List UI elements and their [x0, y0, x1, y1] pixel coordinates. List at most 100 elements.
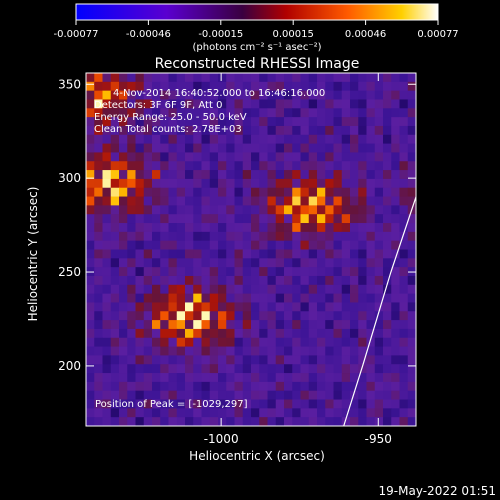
heatmap-cell	[333, 399, 343, 409]
heatmap-cell	[152, 408, 161, 418]
heatmap-cell	[160, 178, 169, 189]
heatmap-cell	[176, 178, 186, 189]
heatmap-cell	[358, 108, 367, 118]
heatmap-cell	[201, 205, 211, 215]
heatmap-cell	[168, 284, 178, 295]
heatmap-cell	[341, 170, 351, 180]
heatmap-cell	[251, 408, 260, 418]
heatmap-cell	[94, 178, 103, 189]
heatmap-cell	[135, 302, 145, 312]
heatmap-cell	[193, 302, 202, 312]
heatmap-cell	[110, 99, 120, 109]
heatmap-cell	[226, 223, 235, 233]
heatmap-cell	[317, 161, 326, 171]
heatmap-cell	[135, 125, 145, 136]
heatmap-cell	[366, 328, 376, 339]
heatmap-cell	[350, 381, 359, 392]
heatmap-cell	[152, 302, 161, 312]
heatmap-cell	[135, 328, 145, 339]
heatmap-cell	[86, 346, 95, 356]
heatmap-cell	[259, 408, 268, 418]
heatmap-cell	[193, 134, 202, 145]
heatmap-cell	[242, 187, 252, 198]
heatmap-cell	[102, 337, 112, 348]
heatmap-cell	[234, 408, 244, 418]
heatmap-cell	[284, 178, 293, 189]
heatmap-cell	[86, 161, 95, 171]
heatmap-cell	[226, 214, 235, 224]
heatmap-cell	[143, 390, 153, 401]
heatmap-cell	[110, 187, 120, 198]
heatmap-cell	[209, 170, 219, 180]
heatmap-cell	[86, 108, 95, 118]
heatmap-cell	[358, 267, 367, 277]
heatmap-cell	[333, 249, 343, 259]
heatmap-cell	[300, 275, 310, 286]
heatmap-cell	[209, 355, 219, 365]
heatmap-cell	[259, 249, 268, 259]
heatmap-cell	[391, 417, 400, 426]
heatmap-cell	[143, 355, 153, 365]
heatmap-cell	[102, 311, 112, 321]
heatmap-cell	[341, 99, 351, 109]
heatmap-cell	[242, 417, 252, 426]
heatmap-cell	[317, 302, 326, 312]
heatmap-cell	[209, 178, 219, 189]
heatmap-cell	[358, 73, 367, 83]
heatmap-cell	[325, 302, 334, 312]
heatmap-cell	[160, 381, 169, 392]
heatmap-cell	[110, 284, 120, 295]
heatmap-cell	[185, 381, 194, 392]
heatmap-cell	[234, 178, 244, 189]
heatmap-cell	[333, 408, 343, 418]
heatmap-cell	[193, 390, 202, 401]
heatmap-cell	[300, 249, 310, 259]
heatmap-cell	[308, 249, 318, 259]
heatmap-cell	[399, 196, 409, 206]
heatmap-cell	[160, 284, 169, 295]
heatmap-cell	[242, 125, 252, 136]
heatmap-cell	[218, 328, 227, 339]
heatmap-cell	[201, 346, 211, 356]
heatmap-cell	[341, 284, 351, 295]
heatmap-cell	[317, 99, 326, 109]
heatmap-cell	[127, 90, 136, 100]
heatmap-cell	[102, 346, 112, 356]
heatmap-cell	[110, 355, 120, 365]
heatmap-cell	[119, 152, 128, 162]
heatmap-cell	[218, 81, 227, 92]
heatmap-cell	[160, 249, 169, 259]
heatmap-cell	[94, 417, 103, 426]
heatmap-cell	[94, 249, 103, 259]
heatmap-cell	[300, 417, 310, 426]
heatmap-cell	[358, 161, 367, 171]
heatmap-cell	[399, 311, 409, 321]
heatmap-cell	[383, 320, 392, 330]
y-tick-label: 350	[58, 77, 81, 91]
heatmap-cell	[284, 284, 293, 295]
heatmap-cell	[333, 117, 343, 127]
heatmap-cell	[94, 125, 103, 136]
heatmap-cell	[251, 99, 260, 109]
heatmap-cell	[160, 408, 169, 418]
heatmap-cell	[350, 223, 359, 233]
heatmap-cell	[300, 373, 310, 383]
heatmap-cell	[341, 337, 351, 348]
heatmap-cell	[292, 152, 301, 162]
heatmap-cell	[341, 117, 351, 127]
heatmap-cell	[218, 152, 227, 162]
heatmap-cell	[366, 320, 376, 330]
heatmap-cell	[242, 381, 252, 392]
heatmap-cell	[185, 408, 194, 418]
heatmap-cell	[284, 117, 293, 127]
heatmap-cell	[86, 258, 95, 268]
heatmap-cell	[152, 240, 161, 250]
heatmap-cell	[110, 302, 120, 312]
heatmap-cell	[267, 187, 277, 198]
heatmap-cell	[292, 134, 301, 145]
heatmap-cell	[259, 311, 268, 321]
heatmap-cell	[119, 187, 128, 198]
heatmap-cell	[374, 161, 384, 171]
heatmap-cell	[383, 108, 392, 118]
heatmap-cell	[284, 302, 293, 312]
